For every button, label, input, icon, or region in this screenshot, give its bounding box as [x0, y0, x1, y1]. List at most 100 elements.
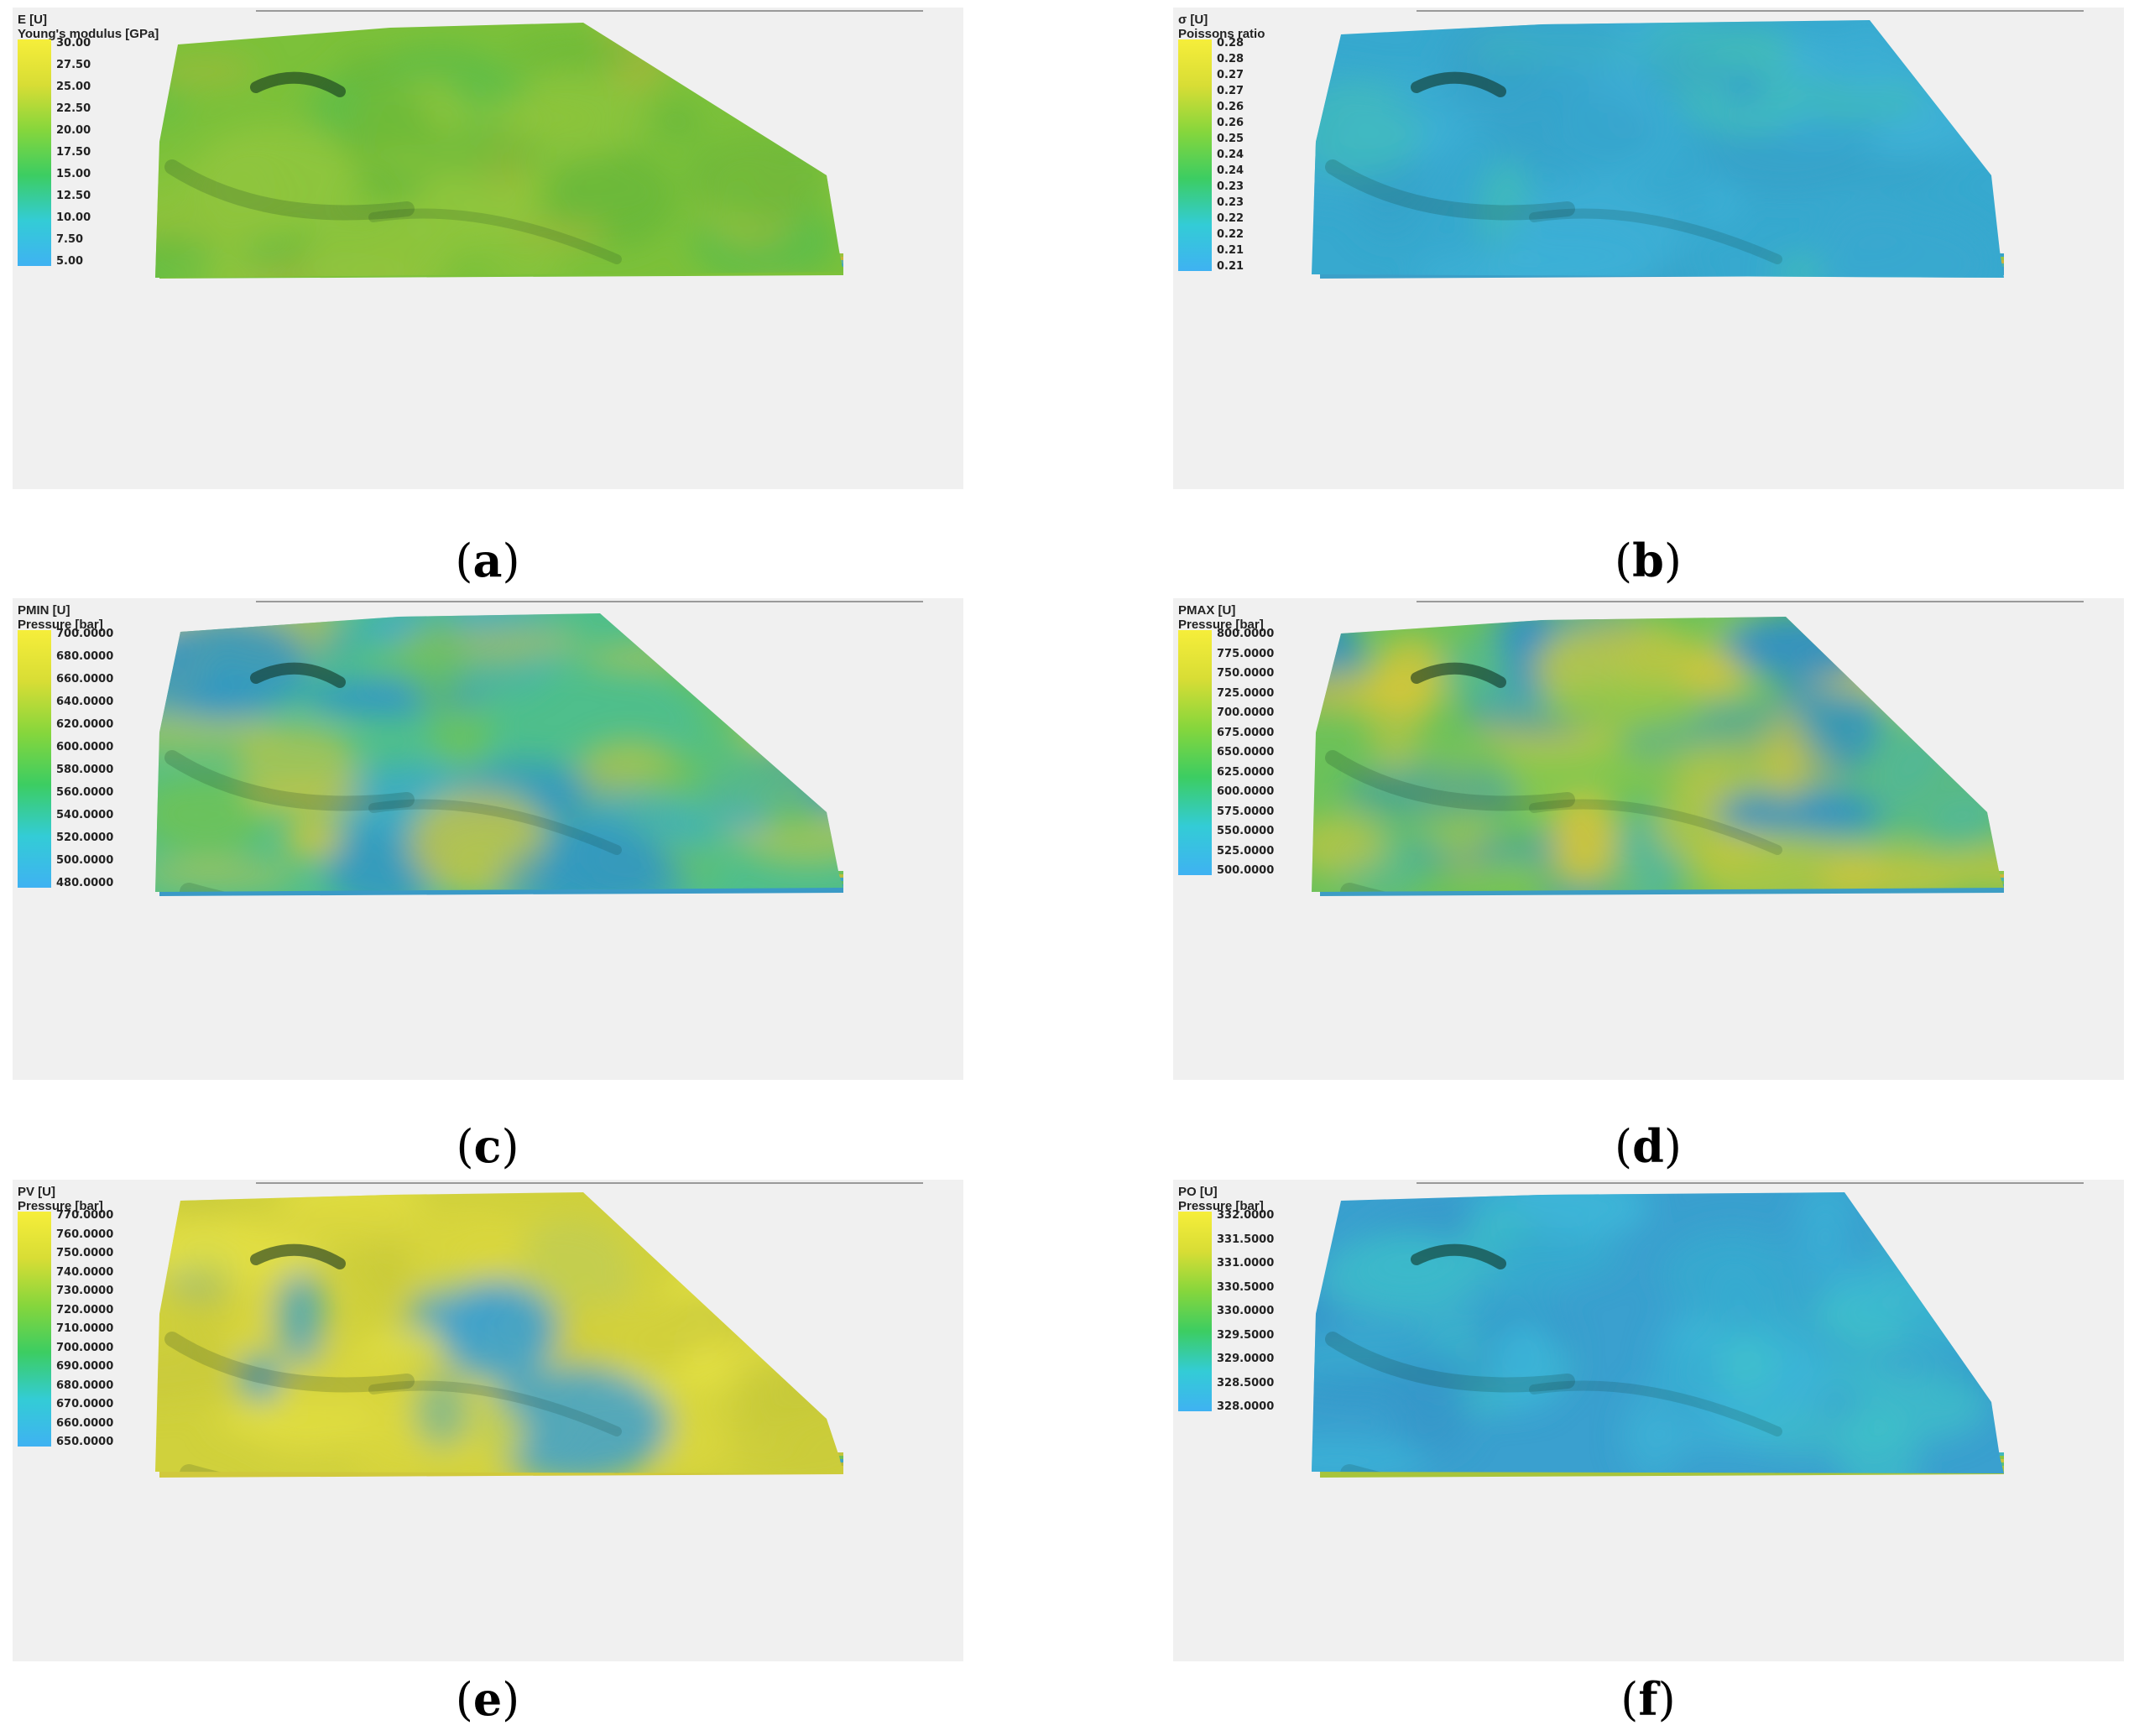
surface-patch [156, 56, 259, 86]
surface-patch [653, 102, 702, 142]
surface-patch [155, 233, 190, 261]
legend-color-bar [1178, 1212, 1212, 1411]
surface-patch [1343, 764, 1520, 821]
legend-tick-label: 580.0000 [56, 764, 114, 776]
surface-patch [1796, 1192, 1853, 1277]
legend-tick-label: 0.27 [1217, 69, 1244, 81]
surface-patch [155, 1346, 239, 1405]
surface-patch [580, 642, 753, 674]
surface-patch [155, 614, 309, 721]
surface-patch [1849, 1192, 2004, 1215]
surface-patch [1312, 816, 1386, 875]
legend-tick-label: 650.0000 [1217, 746, 1275, 759]
surface-patch [420, 124, 547, 181]
legend-subtitle: Pressure [bar] [18, 1199, 103, 1213]
legend-tick-label: 700.0000 [1217, 706, 1275, 719]
legend-tick-label: 640.0000 [56, 696, 114, 708]
legend-tick-label: 0.23 [1217, 180, 1244, 193]
legend-tick-label: 331.0000 [1217, 1257, 1275, 1269]
legend-title: PV [U] [18, 1185, 55, 1199]
legend-tick-label: 660.0000 [56, 673, 114, 686]
legend-tick-label: 525.0000 [1217, 844, 1275, 858]
surface-patch [237, 724, 358, 804]
legend-tick-label: 0.28 [1217, 37, 1244, 50]
surface-patch [1831, 23, 1903, 104]
terrain-shadow [164, 159, 415, 221]
legend-tick-label: 725.0000 [1217, 686, 1275, 700]
surface-patch [349, 1410, 410, 1473]
terrain-shadow [368, 208, 622, 264]
legend-tick-label: 540.0000 [56, 809, 114, 821]
surface-patch [155, 769, 189, 847]
legend-tick-label: 670.0000 [56, 1398, 114, 1410]
legend-tick-label: 600.0000 [1217, 785, 1275, 798]
surface-patch [1722, 67, 1766, 106]
legend-tick-label: 480.0000 [56, 877, 114, 889]
legend-tick-label: 800.0000 [1217, 628, 1275, 640]
surface-patch [1817, 211, 1997, 278]
legend-tick-label: 600.0000 [56, 741, 114, 753]
legend-tick-label: 10.00 [56, 211, 91, 224]
terrain-shadow [1529, 799, 1782, 855]
surface-group [1312, 20, 2004, 417]
legend-title: PMIN [U] [18, 603, 70, 618]
surface-patch [1312, 1291, 1343, 1338]
legend-tick-label: 20.00 [56, 124, 91, 137]
surface-patch [1719, 1337, 1775, 1395]
panel-d-pmax-pressure: PMAX [U] Pressure [bar] 800.0000 775.0000… [1173, 598, 2124, 1080]
reservoir-surface [1312, 1182, 2084, 1478]
terrain-shadow [1366, 402, 1492, 417]
legend-tick-label: 500.0000 [56, 854, 114, 867]
legend-tick-label: 329.0000 [1217, 1353, 1275, 1365]
legend-title: PO [U] [1178, 1185, 1218, 1199]
surface-patch [696, 694, 843, 743]
surface-patch [653, 1384, 727, 1473]
surface-patch [1876, 649, 2004, 724]
legend-tick-label: 15.00 [56, 168, 91, 180]
surface-patch [1492, 1233, 1623, 1280]
legend-tick-label: 710.0000 [56, 1322, 114, 1335]
surface-patch [155, 163, 295, 240]
surface-patch [275, 1267, 325, 1365]
terrain-shadow [1340, 1464, 1787, 1473]
surface-patch [1377, 1340, 1455, 1393]
legend-tick-label: 700.0000 [56, 1341, 114, 1354]
surface-patch [478, 1366, 670, 1473]
surface-patch [284, 816, 343, 861]
legend-tick-label: 750.0000 [56, 1247, 114, 1259]
legend-tick-label: 5.00 [56, 255, 84, 268]
surface-patch [651, 37, 761, 63]
legend-tick-label: 329.5000 [1217, 1328, 1275, 1342]
surface-group [1312, 1192, 2004, 1473]
terrain-shadow [180, 1464, 626, 1473]
terrain-shadow [1325, 1332, 1575, 1393]
legend-tick-label: 0.24 [1217, 164, 1244, 177]
legend-subtitle: Young's modulus [GPa] [18, 27, 159, 41]
legend-tick-label: 750.0000 [1217, 667, 1275, 680]
legend-tick-label: 740.0000 [56, 1265, 114, 1279]
surface-patch [1709, 1259, 1761, 1336]
terrain-shadow [250, 71, 346, 97]
reservoir-surface [1312, 10, 2084, 417]
surface-patch [256, 1204, 450, 1246]
legend-color-bar [18, 39, 51, 266]
reservoir-surface [155, 601, 923, 1008]
legend-tick-label: 25.00 [56, 81, 91, 93]
surface-patch [741, 1353, 822, 1424]
terrain-shadow [1529, 208, 1782, 264]
surface-patch [211, 1406, 391, 1439]
surface-patch [1464, 858, 1648, 892]
legend-tick-label: 650.0000 [56, 1436, 114, 1448]
surface-patch [303, 206, 452, 278]
caption-e: (e) [455, 1672, 520, 1726]
surface-patch [1365, 656, 1425, 771]
surface-patch [509, 220, 610, 248]
legend-tick-label: 331.5000 [1217, 1233, 1275, 1246]
surface-patch [206, 232, 254, 278]
terrain-shadow [206, 993, 331, 1008]
legend-tick-label: 328.0000 [1217, 1400, 1275, 1413]
legend-tick-label: 770.0000 [56, 1209, 114, 1222]
surface-patch [731, 613, 843, 708]
surface-patch [1312, 77, 1424, 178]
terrain-shadow [1349, 301, 1777, 329]
